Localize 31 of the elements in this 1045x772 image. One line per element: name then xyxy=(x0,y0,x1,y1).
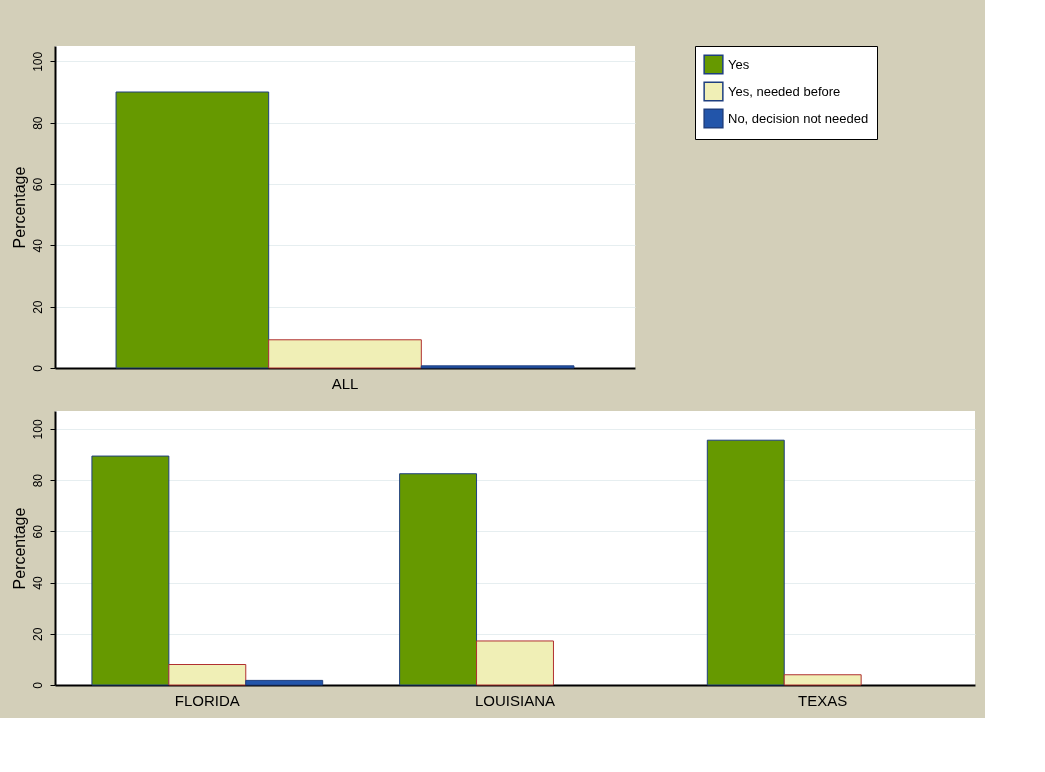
bar xyxy=(91,455,170,686)
y-tick-label: 0 xyxy=(30,364,45,372)
bar xyxy=(420,365,575,369)
y-tick-label: 20 xyxy=(30,627,45,641)
x-tick-label: ALL xyxy=(331,374,359,392)
y-axis-title: Percentage xyxy=(10,166,28,249)
bar xyxy=(245,679,324,686)
y-tick-label: 60 xyxy=(30,177,45,192)
y-tick-label: 80 xyxy=(30,116,45,130)
bar xyxy=(115,91,270,369)
y-tick-label: 80 xyxy=(30,473,45,488)
y-tick-label: 100 xyxy=(30,419,45,440)
legend-label: Yes, needed before xyxy=(728,83,841,99)
y-tick-label: 60 xyxy=(30,524,45,539)
y-tick-label: 100 xyxy=(30,51,45,72)
bar xyxy=(783,674,862,686)
y-tick-label: 0 xyxy=(30,681,45,689)
x-tick-label: TEXAS xyxy=(798,691,848,709)
bar xyxy=(476,640,554,686)
y-tick-label: 40 xyxy=(30,576,45,590)
y-axis-title: Percentage xyxy=(10,507,28,590)
bar xyxy=(268,339,422,369)
x-tick-label: FLORIDA xyxy=(174,691,240,709)
legend-label: Yes xyxy=(728,56,750,72)
bar xyxy=(399,473,478,686)
legend-label: No, decision not needed xyxy=(728,110,869,126)
bar xyxy=(706,439,785,686)
y-tick-label: 40 xyxy=(30,238,45,253)
bar xyxy=(168,664,247,686)
y-tick-label: 20 xyxy=(30,300,45,314)
x-tick-label: LOUISIANA xyxy=(474,691,556,709)
